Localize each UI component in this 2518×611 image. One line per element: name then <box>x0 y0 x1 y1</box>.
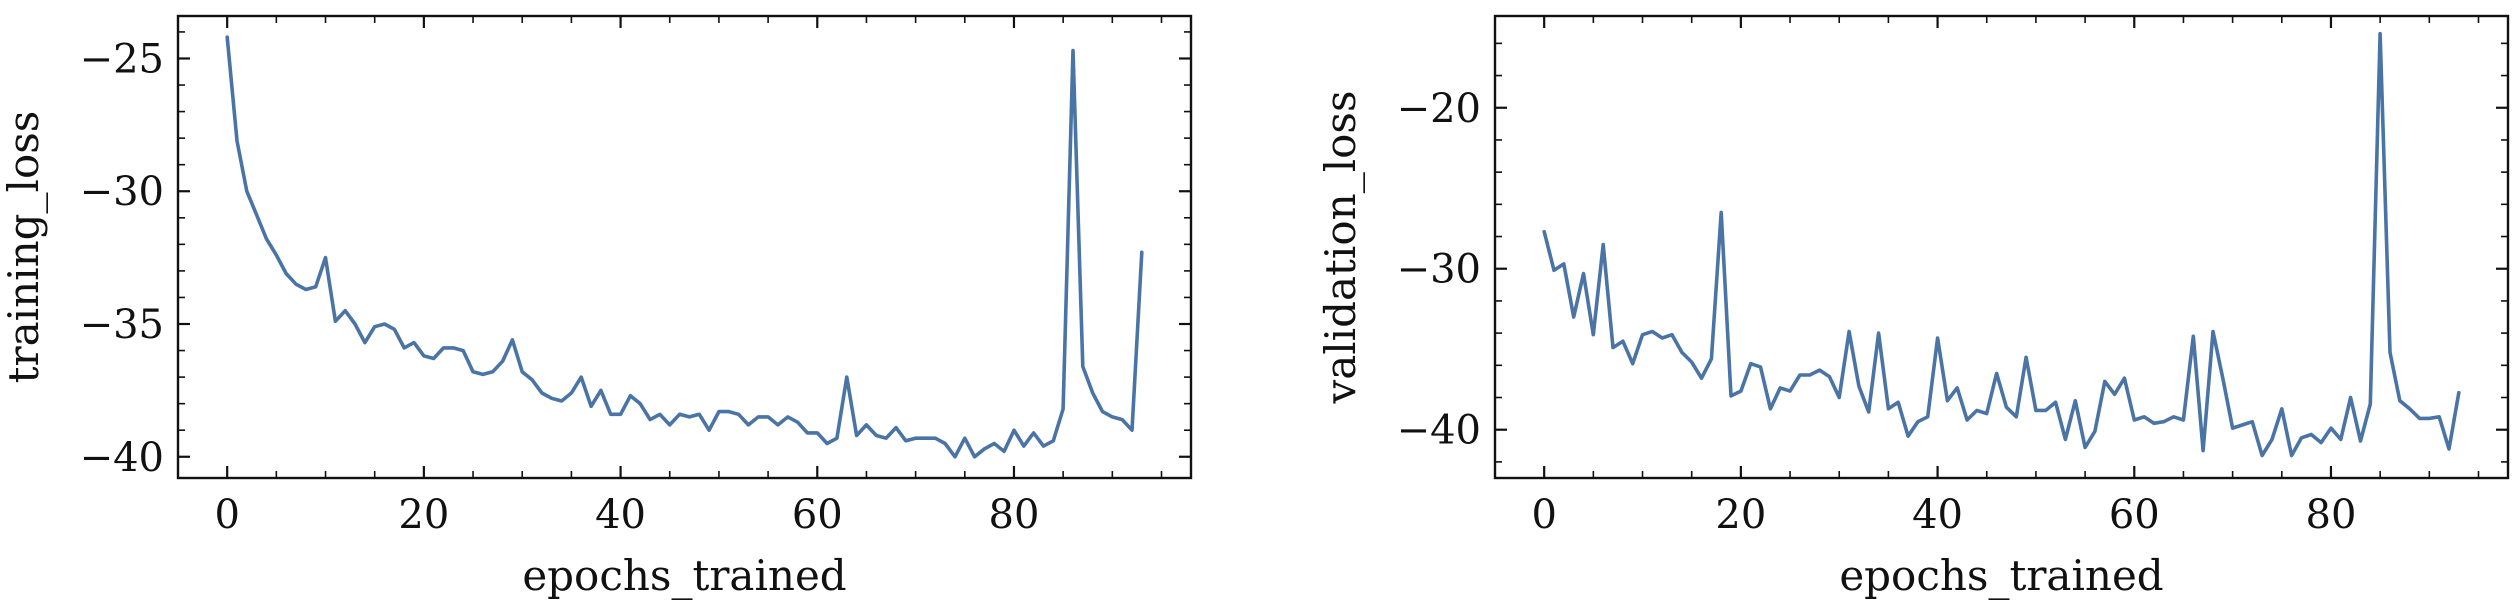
y-axis-label: training_loss <box>0 111 48 384</box>
x-tick-label: 60 <box>2109 492 2160 538</box>
y-tick-label: −25 <box>80 36 164 82</box>
x-tick-label: 20 <box>398 492 449 538</box>
y-tick-label: −35 <box>80 302 164 348</box>
x-tick-label: 80 <box>2306 492 2357 538</box>
chart-0: 0 20 40 60 80 −40 −35 −30 −25 epochs_trained train… <box>0 14 1193 600</box>
x-axis-label: epochs_trained <box>1839 551 2163 600</box>
x-tick-label: 0 <box>214 492 239 538</box>
x-tick-label: 20 <box>1715 492 1766 538</box>
y-tick-label: −40 <box>1397 408 1481 454</box>
x-tick-label: 80 <box>989 492 1040 538</box>
series-line-1-0 <box>1542 31 2461 458</box>
y-axis-label: validation_loss <box>1316 90 1365 404</box>
y-tick-label: −30 <box>1397 247 1481 293</box>
plot-frame <box>176 14 1193 480</box>
x-tick-label: 60 <box>792 492 843 538</box>
chart-1: 0 20 40 60 80 −40 −30 −20 epochs_trained validati… <box>1316 14 2510 600</box>
x-tick-label: 0 <box>1531 492 1556 538</box>
y-tick-label: −30 <box>80 169 164 215</box>
plot-frame <box>1493 14 2510 480</box>
x-tick-label: 40 <box>1912 492 1963 538</box>
y-tick-label: −40 <box>80 435 164 481</box>
series-line-0-0 <box>225 35 1144 459</box>
y-tick-label: −20 <box>1397 86 1481 132</box>
x-axis-label: epochs_trained <box>522 551 846 600</box>
x-tick-label: 40 <box>595 492 646 538</box>
